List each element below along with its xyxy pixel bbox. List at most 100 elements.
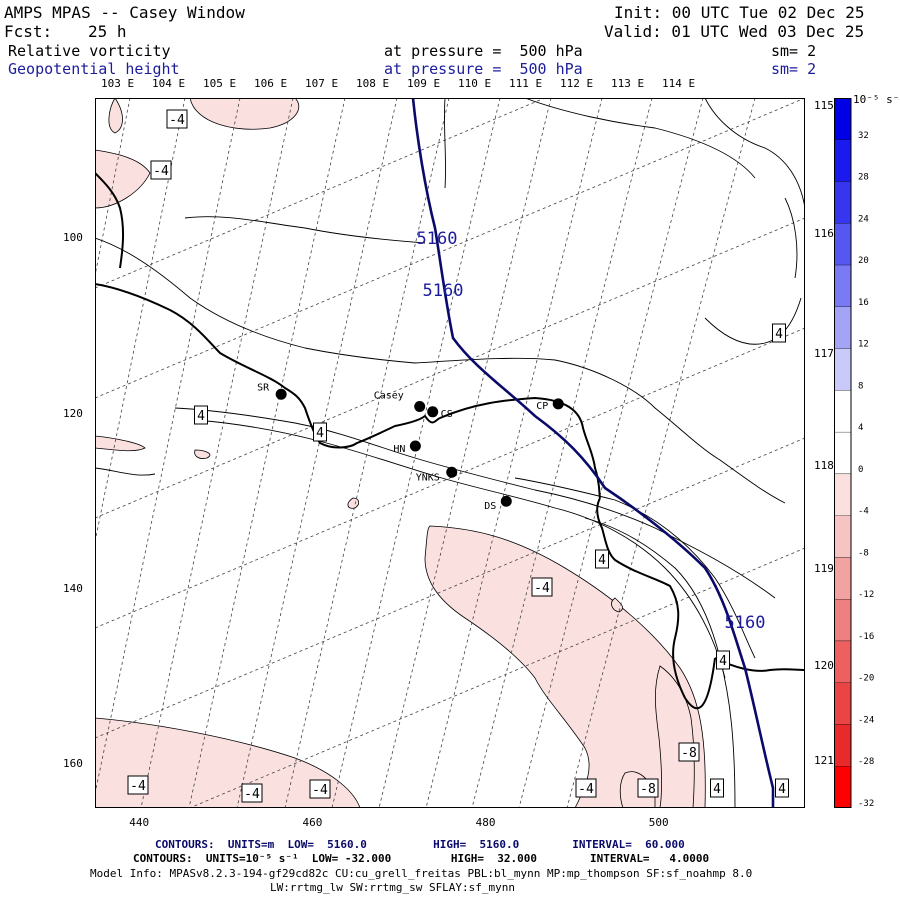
colorbar-level-label: 20: [858, 256, 869, 266]
contour-label-box: [194, 405, 208, 425]
colorbar-level-label: 4: [858, 423, 863, 433]
vorticity-shading: [95, 98, 706, 808]
contour-label-box: [595, 549, 609, 569]
x-tick-label: 460: [302, 816, 323, 829]
colorbar-swatch: [834, 515, 852, 558]
model-info: Model Info: MPASv8.2.3-194-gf29cd82c CU:…: [90, 867, 753, 880]
vorticity-contour-label: 4: [778, 782, 786, 797]
top-lon-label: 113 E: [611, 77, 645, 90]
top-lon-label: 104 E: [152, 77, 186, 90]
geopotential-height-contour: [411, 98, 775, 808]
colorbar-level-label: 28: [858, 173, 869, 183]
station-marker: [427, 406, 439, 418]
colorbar-swatch: [834, 306, 852, 349]
field1-level: at pressure = 500 hPa: [384, 42, 583, 60]
station-markers: SR Casey CS CP HN YNKS DS: [257, 382, 564, 512]
valid-time: Valid: 01 UTC Wed 03 Dec 25: [604, 22, 865, 41]
top-lon-label: 109 E: [407, 77, 441, 90]
colorbar-level-label: -4: [858, 507, 869, 517]
vorticity-contour-label: -4: [244, 787, 260, 802]
contour-label-box: [313, 422, 327, 442]
colorbar-level-label: 12: [858, 340, 869, 350]
vorticity-contour-label: -4: [130, 779, 146, 794]
contour-label-box: [710, 778, 724, 798]
field2-level: at pressure = 500 hPa: [384, 60, 583, 78]
colorbar-level-label: -8: [858, 548, 869, 558]
y-tick-label: 140: [63, 581, 83, 595]
vorticity-contour-label: 4: [197, 409, 205, 424]
contour-label-box: [772, 323, 786, 343]
colorbar-swatch: [834, 473, 852, 516]
colorbar-swatch: [834, 431, 852, 475]
contour-labels: -4 -4 4 4 4 -4 4 4 -8 -4 -4 -4 -4 -8 4 4 5160 5160 5160: [127, 109, 789, 803]
colorbar-swatch: [834, 264, 852, 307]
vorticity-contour-label: 4: [316, 426, 324, 441]
contour-label-box: [150, 160, 172, 180]
top-lon-label: 110 E: [458, 77, 492, 90]
colorbar-level-label: -32: [858, 799, 874, 808]
vorticity-contour-label: 4: [713, 782, 721, 797]
colorbar-swatch: [834, 640, 852, 683]
contour-label-box: [775, 778, 789, 798]
x-tick-label: 440: [129, 816, 150, 829]
colorbar-level-label: -12: [858, 590, 874, 600]
colorbar-level-label: -16: [858, 632, 874, 642]
vorticity-contour-info: CONTOURS: UNITS=10⁻⁵ s⁻¹ LOW= -32.000 HI…: [133, 852, 710, 865]
height-contour-label: 5160: [725, 613, 766, 633]
forecast-hour: 25 h: [88, 22, 127, 41]
colorbar-swatch: [834, 181, 852, 224]
vorticity-contour-label: -4: [312, 783, 328, 798]
height-contour-label: 5160: [423, 281, 464, 301]
contour-label-box: [531, 577, 553, 597]
model-info-line2: LW:rrtmg_lw SW:rrtmg_sw SFLAY:sf_mynn: [270, 881, 516, 894]
station-label: CP: [536, 401, 548, 412]
colorbar: 32 28 24 20 16 12 8 4 0 -4 -8 -12 -16 -20 -24 -28 -32: [834, 98, 874, 808]
colorbar-level-label: -28: [858, 757, 874, 767]
coastline: [95, 172, 805, 710]
vorticity-contour-label: 4: [775, 327, 783, 342]
top-lon-label: 107 E: [305, 77, 339, 90]
station-label: YNKS: [416, 472, 440, 483]
station-label: DS: [484, 501, 496, 512]
colorbar-level-label: 8: [858, 381, 863, 391]
contour-label-box: [637, 778, 659, 798]
height-contour-info: CONTOURS: UNITS=m LOW= 5160.0 HIGH= 5160…: [155, 838, 685, 851]
station-marker: [275, 388, 287, 400]
contour-label-box: [716, 650, 730, 670]
vorticity-contour-label: 4: [719, 654, 727, 669]
y-tick-label: 160: [63, 757, 83, 771]
colorbar-swatch: [834, 557, 852, 600]
top-lon-label: 105 E: [203, 77, 237, 90]
field1-name: Relative vorticity: [8, 42, 171, 60]
vorticity-contours: [95, 98, 805, 808]
vorticity-contour-label: -4: [578, 782, 594, 797]
field2-name: Geopotential height: [8, 60, 180, 78]
x-tick-label: 500: [648, 816, 669, 829]
plot-title: AMPS MPAS -- Casey Window: [4, 3, 245, 22]
station-label: HN: [393, 444, 405, 455]
vorticity-contour-label: -4: [534, 581, 550, 596]
colorbar-level-label: 16: [858, 298, 869, 308]
forecast-label: Fcst:: [4, 22, 53, 41]
colorbar-swatch: [834, 348, 852, 391]
station-marker: [500, 495, 512, 507]
y-tick-label: 120: [63, 406, 83, 420]
x-tick-label: 480: [475, 816, 496, 829]
contour-label-box: [127, 775, 149, 795]
contour-label-box: [309, 779, 331, 799]
colorbar-swatch: [834, 390, 852, 433]
station-marker: [552, 398, 564, 410]
top-lon-label: 114 E: [662, 77, 696, 90]
field1-smooth: sm= 2: [771, 42, 817, 60]
station-marker: [414, 401, 426, 413]
colorbar-level-label: 0: [858, 465, 863, 475]
vorticity-contour-label: -8: [681, 746, 697, 761]
station-label: CS: [441, 409, 453, 420]
init-time: Init: 00 UTC Tue 02 Dec 25: [614, 3, 865, 22]
station-marker: [409, 440, 421, 452]
colorbar-level-label: -20: [858, 674, 874, 684]
vorticity-contour-label: -8: [640, 782, 656, 797]
contour-label-box: [241, 783, 263, 803]
colorbar-level-label: -24: [858, 715, 874, 725]
